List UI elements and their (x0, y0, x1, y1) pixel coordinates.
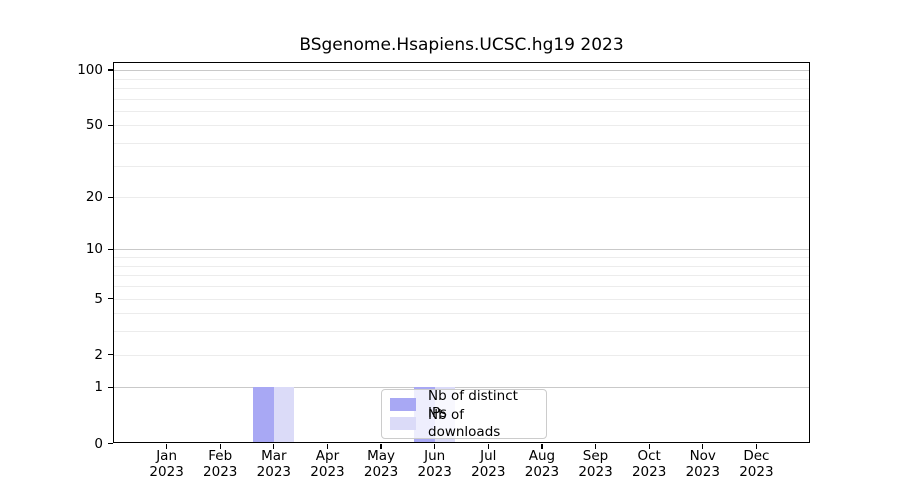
gridline-minor (113, 143, 810, 145)
x-axis-tick (702, 444, 704, 449)
x-axis-tick-label: Apr 2023 (310, 448, 345, 480)
y-axis-tick-label: 0 (94, 435, 103, 452)
chart-title: BSgenome.Hsapiens.UCSC.hg19 2023 (299, 35, 624, 55)
x-axis-tick (273, 444, 275, 449)
x-axis-tick (219, 444, 221, 449)
x-axis-tick-label: Feb 2023 (203, 448, 238, 480)
x-axis-tick (755, 444, 758, 449)
gridline-major (113, 387, 810, 389)
gridline-minor (113, 275, 810, 277)
x-axis-tick-label: Nov 2023 (685, 448, 720, 480)
y-axis-tick (108, 69, 113, 71)
y-axis-tick (108, 248, 113, 251)
bar-downloads (273, 387, 295, 444)
x-axis-tick-label: Jan 2023 (149, 448, 184, 480)
gridline-major (113, 70, 810, 72)
legend-item-label: Nb of distinct IPs (428, 387, 518, 421)
x-axis-tick (541, 444, 543, 449)
gridline-minor (113, 313, 810, 315)
x-axis-tick-label: May 2023 (363, 448, 399, 480)
gridline-minor (113, 87, 810, 89)
x-axis-tick (648, 444, 650, 449)
x-axis-tick-label: Jun 2023 (417, 448, 452, 480)
x-axis-tick (594, 444, 597, 449)
x-axis-tick-label: Aug 2023 (524, 448, 560, 480)
gridline-minor (113, 257, 810, 259)
y-axis-tick-label: 1 (94, 379, 103, 396)
legend-swatch (390, 417, 416, 430)
x-axis-tick-label: Oct 2023 (631, 448, 667, 480)
gridline-minor (113, 354, 810, 356)
y-axis-tick-label: 10 (85, 241, 103, 258)
y-axis-tick-label: 50 (85, 117, 103, 134)
gridline-minor (113, 78, 810, 80)
legend-item: Nb of distinct IPs (388, 388, 540, 421)
x-axis-tick-label: Dec 2023 (739, 448, 774, 480)
x-axis-tick-label: Sep 2023 (578, 448, 613, 480)
x-axis-tick-label: Mar 2023 (256, 448, 292, 480)
legend: Nb of distinct IPs Nb of downloads (381, 388, 547, 440)
y-axis-tick-label: 2 (94, 346, 103, 363)
y-axis-tick (108, 386, 113, 389)
gridline-minor (113, 98, 810, 100)
legend-swatch (390, 398, 416, 411)
x-axis-tick (434, 444, 436, 449)
gridline-minor (113, 298, 810, 300)
plot-area: Nb of distinct IPs Nb of downloads (113, 62, 810, 444)
y-axis-tick-label: 100 (77, 62, 103, 79)
gridline-minor (113, 265, 810, 267)
gridline-minor (113, 197, 810, 199)
y-axis-tick (108, 297, 113, 300)
legend-item-label: Nb of downloads (428, 406, 501, 440)
bar-distinct-ips (253, 387, 274, 444)
x-axis-tick-label: Jul 2023 (471, 448, 506, 480)
gridline-minor (113, 331, 810, 333)
legend-item: Nb of downloads (388, 407, 540, 440)
y-axis-tick-label: 5 (94, 290, 103, 307)
gridline-major (113, 249, 810, 251)
x-axis-tick (487, 444, 489, 449)
y-axis-tick (108, 196, 113, 198)
x-axis-tick (380, 444, 382, 449)
y-axis-tick (108, 442, 113, 445)
gridline-minor (113, 165, 810, 167)
y-axis-tick (108, 354, 113, 356)
y-axis-tick (108, 124, 113, 127)
gridline-minor (113, 110, 810, 112)
gridline-minor (113, 125, 810, 127)
x-axis-tick (165, 444, 168, 449)
x-axis-tick (326, 444, 329, 449)
y-axis-tick-label: 20 (85, 189, 103, 206)
gridline-minor (113, 286, 810, 288)
